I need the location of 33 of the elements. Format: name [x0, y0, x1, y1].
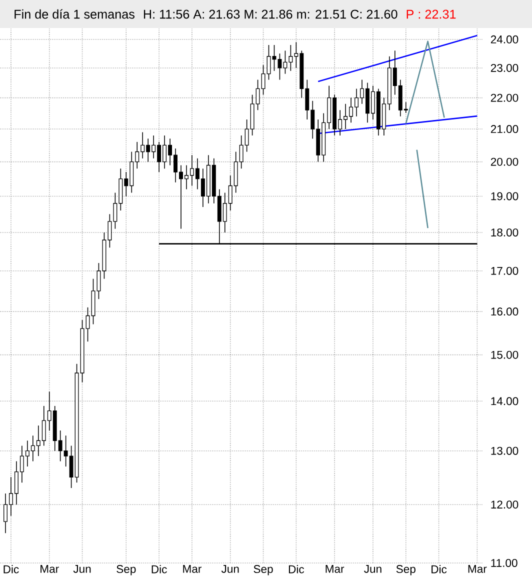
x-tick-label: Sep: [116, 565, 136, 576]
y-tick-label: 24.00: [490, 35, 518, 44]
x-tick-label: Dic: [432, 565, 447, 574]
y-tick-label: 18.00: [491, 228, 518, 236]
x-tick-label: Mar: [326, 565, 344, 573]
y-tick-label: 12.00: [491, 500, 518, 509]
x-tick-label: Mar: [468, 565, 487, 573]
y-tick-label: 20.00: [490, 158, 518, 166]
x-tick-label: Sep: [254, 565, 273, 576]
x-tick-label: Sep: [396, 565, 416, 576]
y-tick-label: 22.00: [490, 94, 518, 102]
x-tick-label: Dic: [288, 565, 304, 574]
x-tick-label: Mar: [40, 565, 59, 573]
y-tick-label: 14.00: [491, 397, 518, 406]
chart-title: Fin de día 1 semanas: [14, 9, 134, 19]
y-tick-label: 17.00: [491, 266, 518, 275]
y-tick-label: 23.00: [490, 64, 518, 72]
x-tick-label: Jun: [221, 565, 239, 573]
x-tick-label: Jun: [73, 565, 91, 573]
y-tick-label: 11.00: [491, 558, 518, 567]
x-tick-label: Dic: [152, 565, 167, 574]
y-tick-label: 15.00: [491, 350, 518, 359]
y-tick-label: 21.00: [490, 125, 518, 134]
text: H: 11:56 A: 21.63 M: 21.86 m: 21.51 C: 21.60: [144, 10, 398, 19]
x-tick-label: Mar: [183, 565, 202, 573]
x-tick-label: Jun: [364, 565, 382, 573]
y-tick-label: 13.00: [491, 446, 518, 455]
candlestick: [86, 306, 90, 342]
text: P : 22.31: [406, 10, 456, 19]
candlestick: [272, 44, 276, 72]
y-tick-label: 16.00: [491, 308, 518, 316]
y-tick-label: 19.00: [491, 192, 518, 200]
x-tick-label: Dic: [4, 565, 19, 574]
